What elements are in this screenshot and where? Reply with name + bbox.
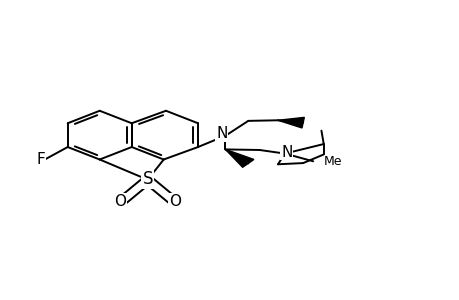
Text: N: N <box>216 127 227 142</box>
Text: F: F <box>37 152 45 167</box>
Polygon shape <box>225 149 253 167</box>
Text: Me: Me <box>323 155 341 168</box>
Text: O: O <box>114 194 126 208</box>
Text: O: O <box>169 194 181 208</box>
Text: N: N <box>280 145 292 160</box>
Text: S: S <box>142 169 152 188</box>
Polygon shape <box>277 117 304 128</box>
